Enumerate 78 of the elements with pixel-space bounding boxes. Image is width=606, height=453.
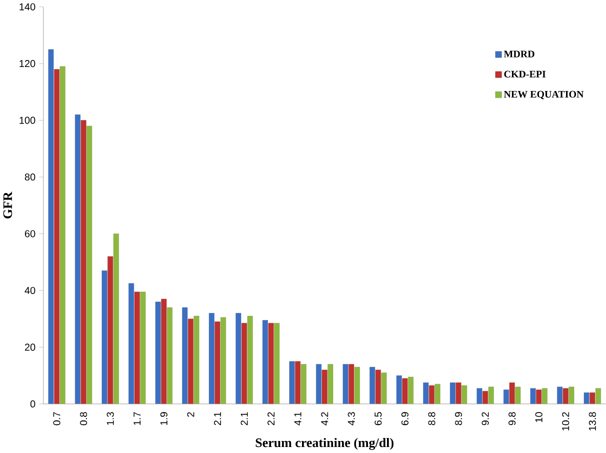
- x-tick-label: 6.9: [401, 412, 408, 425]
- x-tick-label: 4.1: [294, 412, 302, 426]
- x-tick-label: 9.8: [508, 412, 516, 426]
- bar: [113, 234, 119, 404]
- y-axis-title: GFR: [3, 191, 12, 218]
- bar: [370, 366, 376, 404]
- bar: [342, 364, 348, 404]
- y-tick-label: 40: [24, 286, 36, 294]
- y-tick-label: 120: [20, 60, 36, 68]
- bar: [155, 302, 161, 404]
- x-tick-label: 1.9: [160, 412, 168, 425]
- y-tick-label: 100: [20, 116, 36, 124]
- bar: [328, 364, 334, 404]
- x-tick-label: 6.5: [374, 412, 382, 425]
- bar: [396, 375, 402, 404]
- bar: [128, 283, 134, 404]
- x-tick-label: 4.3: [348, 412, 355, 426]
- bar: [60, 66, 66, 404]
- bar: [86, 126, 92, 404]
- bar: [456, 382, 462, 404]
- bar: [75, 114, 80, 404]
- bar: [140, 292, 146, 404]
- bar: [488, 386, 494, 404]
- bar: [381, 372, 387, 404]
- legend-label: MDRD: [504, 50, 534, 58]
- bar: [450, 382, 456, 404]
- bar: [247, 316, 253, 404]
- y-tick-label: 140: [20, 3, 36, 10]
- x-tick-label: 2.2: [268, 412, 274, 425]
- bar: [220, 317, 226, 404]
- y-tick-label: 20: [24, 344, 36, 351]
- y-tick-label: 0: [30, 400, 36, 408]
- bar: [515, 386, 521, 404]
- bar: [354, 366, 360, 404]
- bar: [434, 384, 440, 404]
- x-tick-label: 9.2: [482, 412, 489, 426]
- y-tick-label: 60: [24, 230, 36, 238]
- x-tick-label: 4.2: [321, 412, 328, 426]
- bar: [316, 364, 322, 404]
- bar: [423, 382, 429, 404]
- bar: [274, 322, 280, 404]
- bar: [596, 388, 601, 404]
- bar: [462, 385, 468, 404]
- bar: [102, 270, 108, 404]
- x-tick-label: 8.8: [428, 412, 436, 426]
- bar: [504, 390, 509, 404]
- x-tick-label: 10.2: [562, 412, 570, 430]
- x-tick-label: 1.7: [134, 412, 141, 425]
- bar: [557, 386, 563, 404]
- y-tick-label: 80: [24, 173, 36, 180]
- x-tick-label: 13.8: [588, 412, 596, 430]
- bar: [166, 307, 172, 404]
- x-tick-label: 8.9: [454, 412, 462, 426]
- bar: [542, 388, 548, 404]
- x-tick-label: 1.3: [106, 412, 114, 425]
- bar: [236, 312, 242, 404]
- bar: [182, 307, 188, 404]
- bar: [289, 361, 295, 404]
- bar: [408, 376, 414, 404]
- bar: [584, 392, 590, 404]
- x-tick-label: 2.1: [214, 412, 221, 425]
- bar: [208, 312, 214, 404]
- bar: [194, 316, 200, 404]
- bar: [48, 49, 54, 404]
- x-tick-label: 2: [187, 412, 194, 417]
- bar: [300, 364, 306, 404]
- legend-label: CKD-EPI: [504, 70, 546, 78]
- bar: [568, 386, 574, 404]
- x-tick-label: 2.1: [240, 412, 248, 425]
- x-tick-label: 0.8: [80, 412, 88, 426]
- bar: [476, 388, 482, 404]
- bar: [262, 320, 268, 404]
- bar: [530, 388, 536, 404]
- x-tick-label: 10: [535, 412, 542, 422]
- legend-label: NEW EQUATION: [504, 90, 584, 100]
- x-axis-title: Serum creatinine (mg/dl): [256, 438, 394, 450]
- x-tick-label: 0.7: [53, 412, 60, 426]
- bar: [268, 322, 274, 404]
